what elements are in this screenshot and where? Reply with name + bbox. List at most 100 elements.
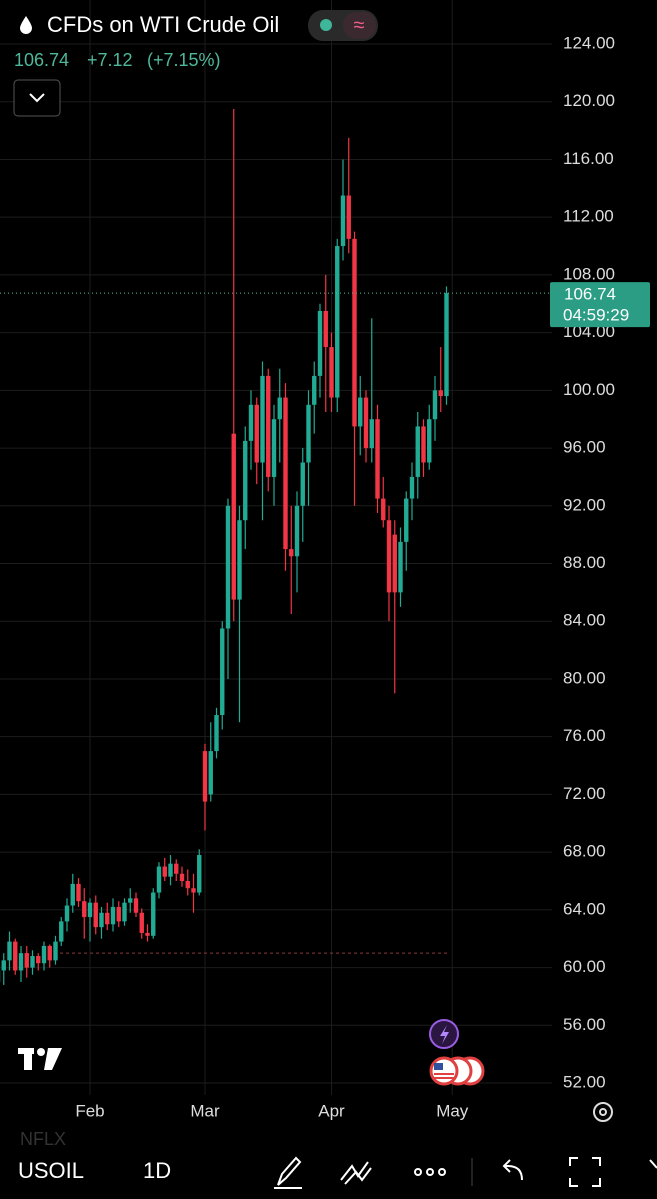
indicators-icon[interactable] (340, 1161, 372, 1185)
dropdown-button[interactable] (13, 79, 61, 117)
candle-body (427, 419, 432, 463)
candle-body (329, 347, 334, 398)
y-tick-label: 60.00 (563, 957, 606, 976)
candle-body (70, 883, 75, 906)
candle-body (7, 941, 12, 961)
candle-body (191, 888, 196, 893)
y-tick-label: 100.00 (563, 380, 615, 399)
candle-body (145, 932, 150, 936)
candle-body (317, 310, 323, 376)
x-tick-label: Mar (190, 1101, 220, 1120)
candle-body (369, 419, 374, 449)
candle-body (59, 921, 64, 942)
candle-body (128, 898, 133, 903)
candle-body (398, 541, 403, 593)
candle-body (421, 426, 426, 463)
candle-body (93, 902, 98, 928)
candle-body (47, 945, 52, 961)
candle-body (294, 505, 300, 557)
candle-body (151, 892, 156, 936)
status-dot (320, 19, 332, 31)
candle-body (64, 905, 70, 922)
candle-body (208, 751, 213, 795)
y-tick-label: 96.00 (563, 438, 606, 457)
y-tick-label: 88.00 (563, 553, 606, 572)
candle-body (202, 751, 208, 802)
candle-body (30, 956, 35, 968)
candle-body (122, 902, 127, 922)
candle-body (82, 901, 87, 918)
grid: 52.00 56.00 60.00 64.00 68.00 72.00 76.00 80.00… (0, 0, 615, 1120)
y-tick-label: 56.00 (563, 1015, 606, 1034)
candle-body (340, 195, 346, 247)
candle-body (260, 375, 265, 463)
candle-body (185, 880, 190, 889)
candle-body (110, 906, 116, 925)
candle-body (156, 866, 162, 893)
candle-body (225, 505, 231, 629)
candle-body (53, 941, 58, 961)
candle-body (381, 498, 386, 521)
x-tick-label: May (436, 1101, 469, 1120)
toolbar (0, 1130, 657, 1199)
candle-body (283, 397, 288, 550)
candle-body (271, 419, 277, 477)
candle-body (13, 941, 18, 971)
candle-body (1, 960, 6, 971)
candle-body (133, 898, 139, 913)
candle-body (375, 419, 380, 499)
candle-body (248, 404, 254, 441)
more-icon[interactable] (414, 1168, 446, 1176)
y-tick-label: 112.00 (563, 207, 614, 226)
y-tick-label: 92.00 (563, 495, 606, 514)
y-tick-label: 84.00 (563, 611, 606, 630)
economic-events[interactable] (429, 1056, 485, 1086)
y-tick-label: 124.00 (563, 33, 615, 52)
y-tick-label: 64.00 (563, 899, 606, 918)
undo-icon[interactable] (502, 1159, 523, 1181)
candle-body (18, 953, 24, 971)
logo (18, 1048, 62, 1070)
candle-body (214, 715, 219, 752)
candle-body (266, 375, 271, 477)
candle-body (76, 883, 81, 902)
candle-body (392, 534, 397, 593)
y-tick-label: 108.00 (563, 264, 615, 283)
candle-body (99, 912, 104, 928)
candle-body (139, 912, 144, 933)
y-tick-label: 76.00 (563, 726, 606, 745)
x-tick-label: Feb (75, 1101, 104, 1120)
candle-body (323, 310, 328, 348)
fullscreen-icon[interactable] (569, 1157, 601, 1187)
y-tick-label: 120.00 (563, 91, 615, 110)
countdown: 04:59:29 (563, 306, 629, 325)
price-label-box (550, 282, 650, 328)
candle-body (87, 902, 93, 918)
candle-body (41, 945, 47, 964)
candle-body (243, 440, 248, 521)
candle-body (24, 953, 29, 968)
draw-icon[interactable] (274, 1156, 302, 1189)
previous-symbol: NFLX (20, 1129, 66, 1149)
candle-body (162, 866, 167, 877)
candle-body (289, 549, 294, 557)
y-tick-label: 68.00 (563, 842, 606, 861)
candle-body (386, 520, 392, 593)
candle-body (220, 628, 225, 716)
y-tick-label: 52.00 (563, 1073, 606, 1092)
candle-body (352, 238, 357, 427)
interval[interactable]: 1D (143, 1158, 171, 1183)
indicator-toggle[interactable] (343, 12, 376, 39)
candle-body (409, 476, 415, 499)
candle-body (404, 498, 409, 542)
settings-icon[interactable] (593, 1102, 613, 1122)
x-tick-label: Apr (318, 1101, 345, 1120)
candle-body (300, 462, 305, 506)
candle-body (237, 520, 242, 600)
candle-body (346, 195, 351, 239)
candle-body (306, 404, 311, 463)
candle-body (415, 426, 420, 477)
candle-body (231, 433, 236, 600)
symbol[interactable]: USOIL (18, 1158, 84, 1183)
